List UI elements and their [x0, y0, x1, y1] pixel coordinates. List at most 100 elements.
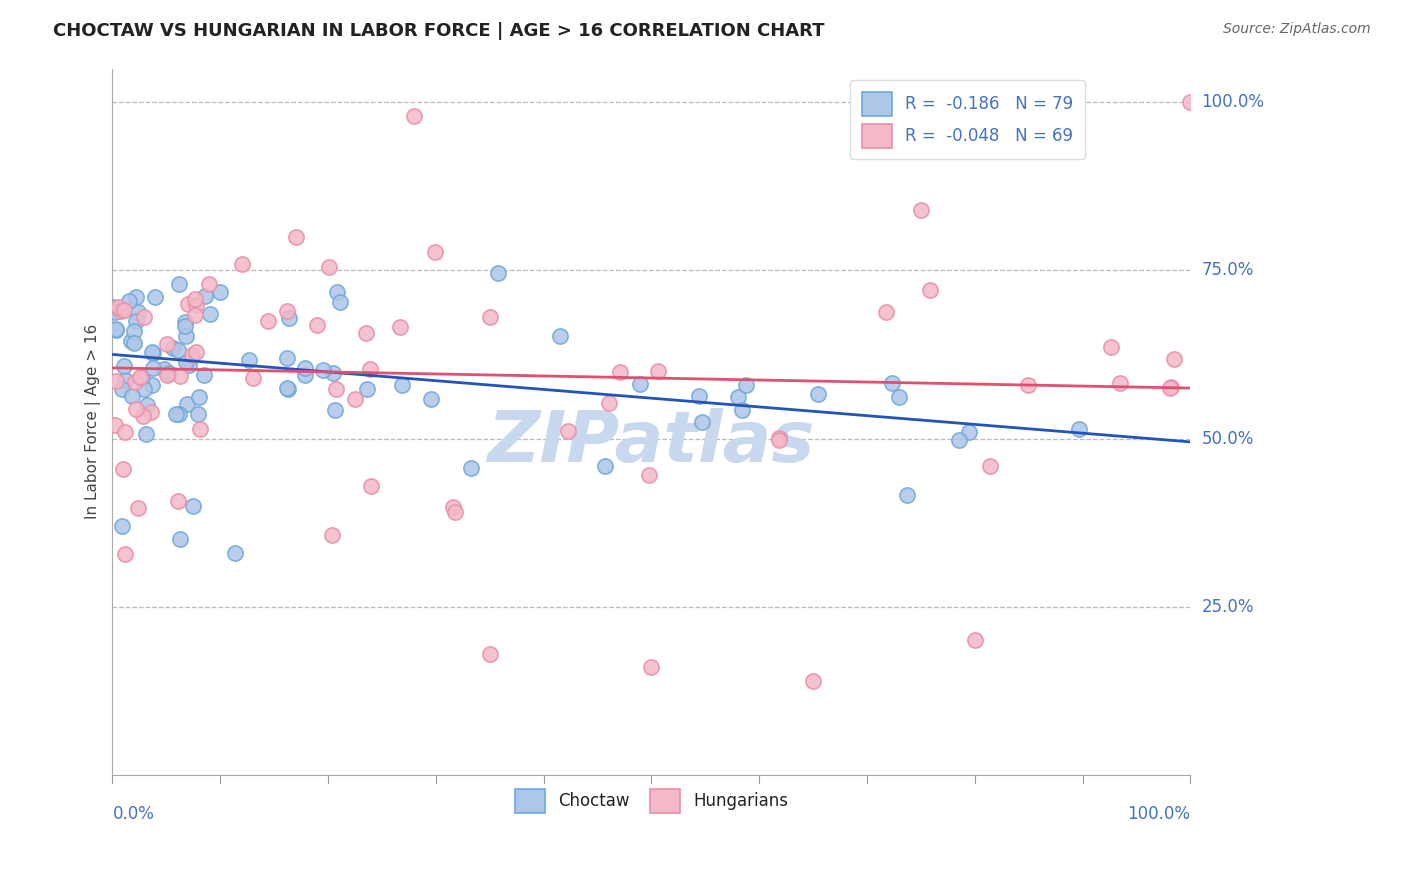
Point [176, 397, 198, 411]
Point [1159, 381, 1181, 395]
Point [127, 304, 149, 318]
Point [135, 426, 157, 441]
Point [107, 300, 129, 314]
Point [114, 547, 136, 561]
Point [181, 348, 204, 362]
Point [187, 407, 209, 421]
Point [460, 460, 482, 475]
Point [628, 376, 651, 391]
Point [125, 402, 148, 417]
Point [360, 478, 382, 492]
Point [478, 647, 501, 661]
Point [153, 362, 176, 376]
Point [963, 109, 986, 123]
Point [173, 319, 195, 334]
Point [637, 467, 659, 482]
Point [1099, 339, 1122, 353]
Point [169, 407, 191, 421]
Text: 25.0%: 25.0% [1202, 598, 1254, 615]
Point [278, 311, 301, 326]
Point [1017, 377, 1039, 392]
Point [325, 382, 347, 396]
Point [1067, 421, 1090, 435]
Point [727, 391, 749, 405]
Point [184, 345, 207, 359]
Point [1109, 376, 1132, 391]
Point [1163, 352, 1185, 367]
Point [441, 500, 464, 515]
Point [114, 373, 136, 387]
Point [887, 390, 910, 404]
Point [198, 307, 221, 321]
Point [322, 366, 344, 380]
Point [294, 361, 316, 376]
Point [356, 382, 378, 396]
Point [344, 392, 367, 406]
Point [167, 343, 190, 357]
Point [125, 314, 148, 328]
Legend: Choctaw, Hungarians: Choctaw, Hungarians [508, 782, 794, 820]
Point [110, 382, 132, 396]
Point [131, 370, 153, 384]
Point [918, 283, 941, 297]
Point [143, 290, 166, 304]
Point [478, 310, 501, 325]
Point [104, 417, 127, 432]
Point [321, 527, 343, 541]
Point [801, 673, 824, 688]
Point [420, 392, 443, 406]
Point [391, 377, 413, 392]
Point [486, 266, 509, 280]
Point [276, 351, 298, 365]
Point [193, 368, 215, 382]
Point [609, 365, 631, 379]
Point [118, 294, 141, 309]
Point [174, 315, 197, 329]
Point [735, 377, 758, 392]
Point [184, 309, 207, 323]
Point [277, 382, 299, 396]
Point [256, 314, 278, 328]
Point [688, 389, 710, 403]
Point [882, 376, 904, 390]
Point [141, 345, 163, 359]
Point [1160, 380, 1182, 394]
Point [284, 229, 307, 244]
Point [167, 277, 190, 292]
Point [169, 533, 191, 547]
Point [595, 458, 617, 473]
Point [177, 297, 200, 311]
Point [598, 395, 620, 409]
Point [104, 304, 127, 318]
Point [276, 382, 298, 396]
Point [875, 305, 897, 319]
Point [110, 303, 132, 318]
Point [325, 285, 347, 299]
Text: 100.0%: 100.0% [1202, 93, 1264, 112]
Point [142, 346, 165, 360]
Point [156, 368, 179, 382]
Point [404, 109, 426, 123]
Point [128, 370, 150, 384]
Point [103, 300, 125, 314]
Y-axis label: In Labor Force | Age > 16: In Labor Force | Age > 16 [86, 324, 101, 519]
Point [124, 375, 146, 389]
Point [162, 342, 184, 356]
Text: 75.0%: 75.0% [1202, 261, 1254, 279]
Point [112, 359, 135, 373]
Point [132, 382, 155, 396]
Point [122, 324, 145, 338]
Point [174, 355, 197, 369]
Point [640, 660, 662, 674]
Point [120, 334, 142, 348]
Point [112, 303, 135, 318]
Point [389, 319, 412, 334]
Point [132, 409, 155, 423]
Point [224, 546, 246, 560]
Point [557, 424, 579, 438]
Point [548, 329, 571, 343]
Point [127, 500, 149, 515]
Point [114, 425, 136, 439]
Point [329, 295, 352, 310]
Text: CHOCTAW VS HUNGARIAN IN LABOR FORCE | AGE > 16 CORRELATION CHART: CHOCTAW VS HUNGARIAN IN LABOR FORCE | AG… [53, 22, 825, 40]
